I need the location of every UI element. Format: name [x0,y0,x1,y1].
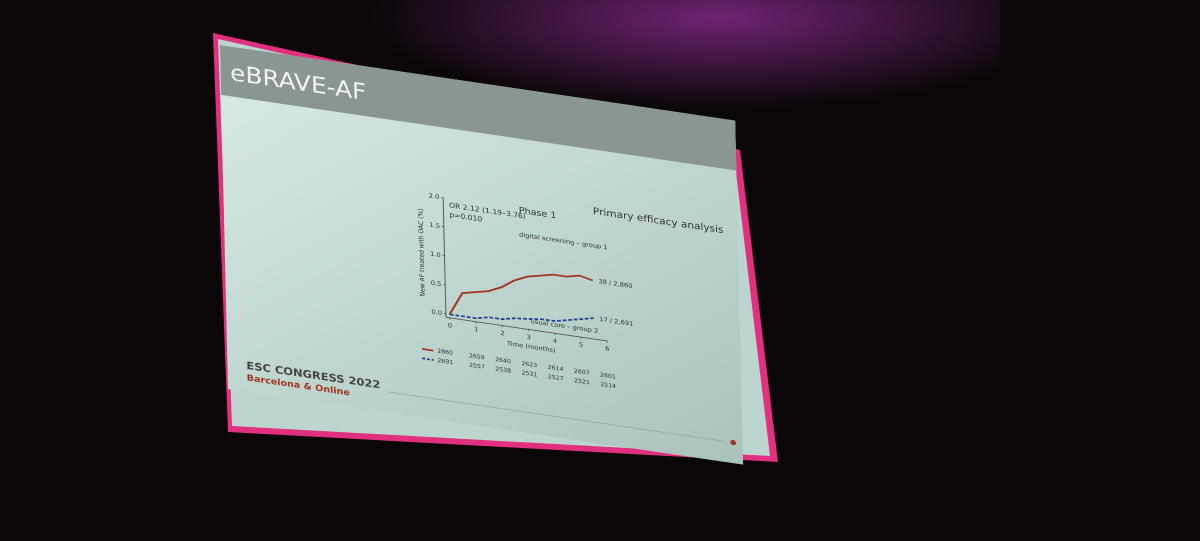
y-tick-label: 0.0 [431,308,442,317]
x-tick-label: 1 [474,325,478,333]
series-line [448,273,593,315]
risk-count: 2531 [522,370,538,379]
y-tick-label: 2.0 [429,192,440,201]
risk-count: 2860 [437,348,453,357]
slide-header [220,45,737,171]
risk-count: 2514 [600,381,616,390]
risk-count: 2521 [574,377,590,386]
y-axis [442,197,447,318]
series-line [449,313,594,322]
risk-count: 2538 [495,366,511,375]
progress-dot [730,439,737,446]
risk-count: 2601 [600,372,616,381]
slide: eBRAVE-AF Primary efficacy analysis ESC … [220,45,744,465]
risk-legend [422,357,434,361]
risk-count: 2691 [437,357,453,366]
risk-count: 2623 [521,360,537,369]
x-axis [445,316,608,342]
x-tick-label: 6 [605,345,609,353]
risk-count: 2557 [469,362,485,371]
x-tick-label: 2 [500,329,504,337]
progress-line [389,391,724,442]
risk-count: 2659 [469,353,485,362]
x-tick-label: 5 [579,341,583,349]
x-tick-label: 3 [526,333,530,341]
risk-count: 2527 [548,374,564,383]
risk-count: 2640 [495,356,511,365]
y-tick-label: 1.0 [430,250,441,259]
risk-count: 2614 [548,364,564,373]
y-tick-label: 0.5 [431,279,442,288]
y-axis-label: New AF treated with OAC (%) [416,208,426,297]
risk-legend [421,348,434,352]
risk-count: 2607 [574,368,590,377]
x-tick-label: 4 [553,337,557,345]
y-tick-label: 1.5 [429,221,440,230]
x-tick-label: 0 [448,322,452,330]
